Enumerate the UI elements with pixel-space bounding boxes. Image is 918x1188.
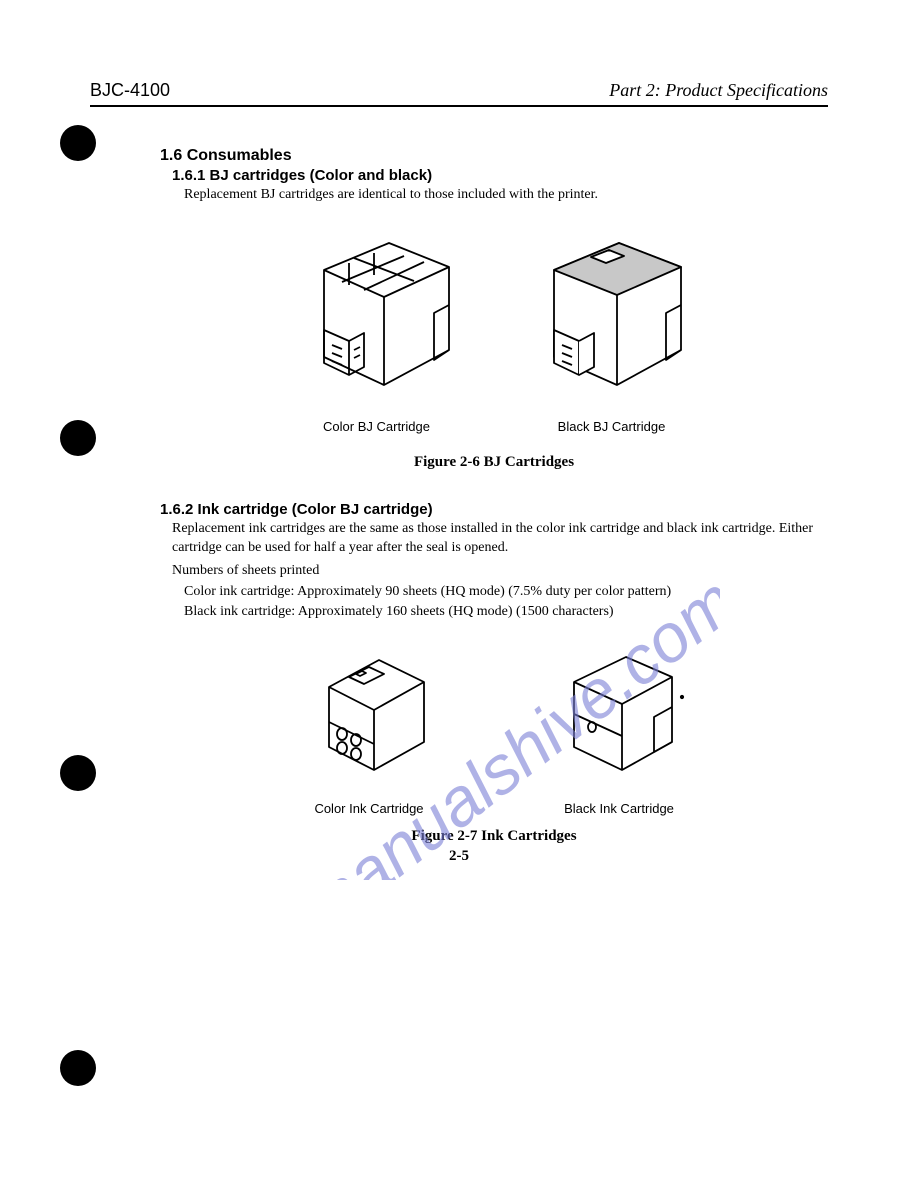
black-ink-cartridge-icon [544, 642, 694, 787]
section-heading: 1.6 Consumables [160, 147, 828, 165]
figure-label: Black BJ Cartridge [529, 419, 694, 434]
punch-hole-icon [60, 755, 96, 791]
black-bj-cartridge-icon [529, 235, 694, 405]
section-text: Replacement BJ cartridges are identical … [184, 186, 828, 205]
subsection-heading: 1.6.1 BJ cartridges (Color and black) [172, 167, 828, 184]
color-bj-cartridge-icon [294, 235, 459, 405]
figure-row-bj-cartridges: Color BJ Cartridge [160, 235, 828, 434]
section-text: Numbers of sheets printed [172, 562, 828, 581]
color-ink-cartridge-icon [294, 642, 444, 787]
figure-color-ink-cartridge: Color Ink Cartridge [294, 642, 444, 816]
section-text: Replacement ink cartridges are the same … [172, 520, 828, 558]
figure-black-ink-cartridge: Black Ink Cartridge [544, 642, 694, 816]
section-text: Black ink cartridge: Approximately 160 s… [184, 603, 828, 622]
punch-hole-icon [60, 125, 96, 161]
punch-hole-icon [60, 1050, 96, 1086]
subsection-heading: 1.6.2 Ink cartridge (Color BJ cartridge) [160, 501, 828, 518]
header-part-title: Part 2: Product Specifications [609, 80, 828, 101]
content-area: 1.6 Consumables 1.6.1 BJ cartridges (Col… [90, 147, 828, 845]
figure-row-ink-cartridges: Color Ink Cartridge [160, 642, 828, 816]
page-number: 2-5 [0, 848, 918, 865]
figure-title: Figure 2-6 BJ Cartridges [160, 454, 828, 471]
page-header: BJC-4100 Part 2: Product Specifications [90, 80, 828, 107]
document-page: BJC-4100 Part 2: Product Specifications … [0, 0, 918, 915]
section-text: Color ink cartridge: Approximately 90 sh… [184, 583, 828, 602]
figure-color-bj-cartridge: Color BJ Cartridge [294, 235, 459, 434]
figure-label: Black Ink Cartridge [544, 801, 694, 816]
figure-label: Color BJ Cartridge [294, 419, 459, 434]
figure-black-bj-cartridge: Black BJ Cartridge [529, 235, 694, 434]
punch-hole-icon [60, 420, 96, 456]
figure-title: Figure 2-7 Ink Cartridges [160, 828, 828, 845]
header-model: BJC-4100 [90, 80, 170, 101]
figure-label: Color Ink Cartridge [294, 801, 444, 816]
